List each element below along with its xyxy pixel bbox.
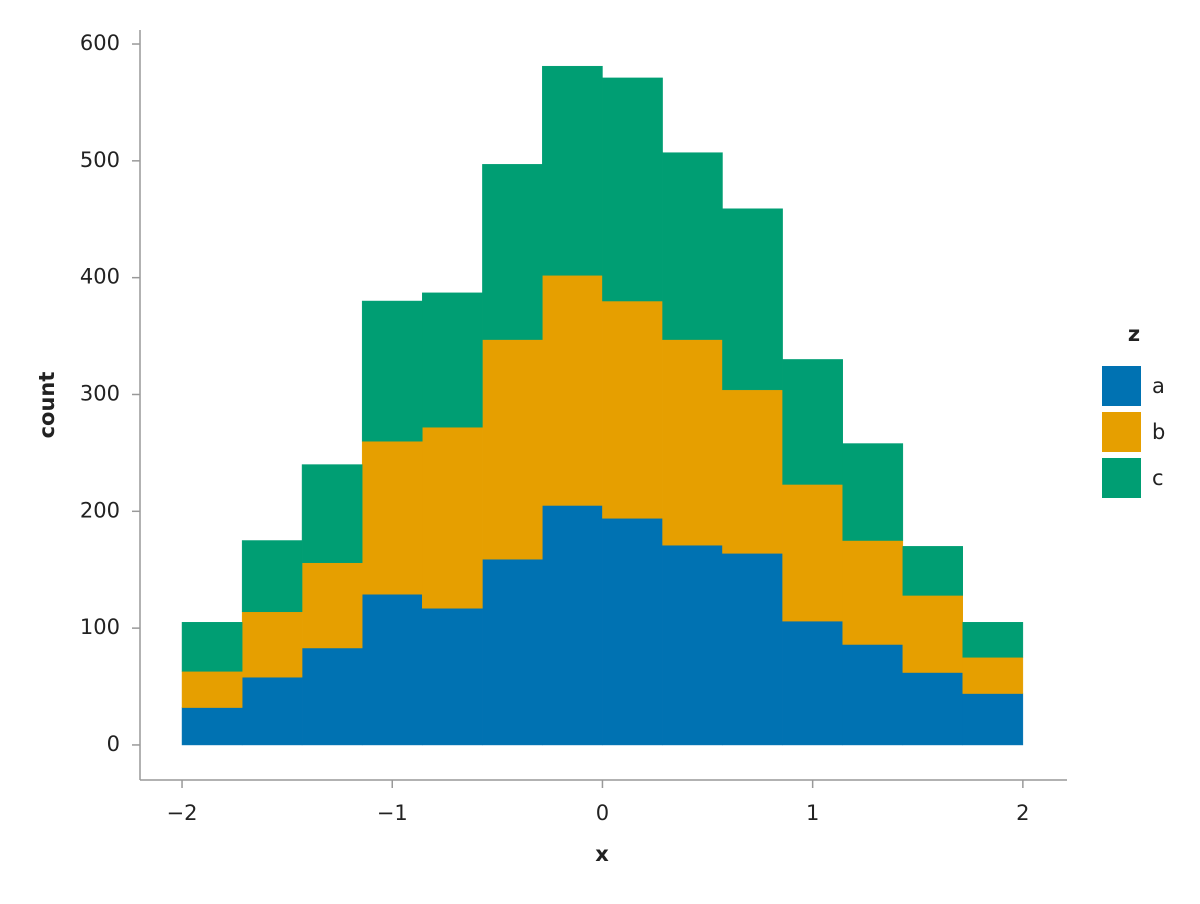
bar [181, 707, 243, 746]
bar [301, 562, 363, 649]
y-tick-label: 300 [80, 381, 120, 405]
bar [662, 339, 723, 546]
bar [902, 595, 963, 673]
x-tick-label: 0 [596, 801, 609, 825]
bar [422, 292, 483, 428]
bar [361, 300, 423, 442]
bar [422, 608, 483, 746]
bar [722, 389, 783, 554]
bar [422, 426, 483, 609]
bar [241, 540, 303, 613]
bar [842, 443, 904, 541]
x-tick-label: 1 [806, 801, 819, 825]
legend-swatch [1102, 412, 1141, 452]
bar [962, 693, 1024, 746]
bar [842, 540, 904, 645]
bar [902, 672, 963, 746]
legend-label: c [1152, 466, 1164, 490]
bar [181, 671, 243, 708]
bar [602, 300, 663, 519]
legend-label: b [1152, 420, 1165, 444]
bar [241, 676, 303, 746]
x-tick-label: −1 [377, 801, 408, 825]
bar [602, 77, 663, 302]
y-tick-label: 200 [80, 498, 120, 522]
bar [782, 620, 843, 746]
bar [542, 505, 603, 746]
legend-swatch [1102, 458, 1141, 498]
bar [602, 518, 663, 746]
bar [962, 622, 1024, 658]
bar [782, 359, 843, 485]
y-tick-label: 500 [80, 148, 120, 172]
bar [542, 275, 603, 506]
x-tick-label: −2 [167, 801, 198, 825]
bar [301, 647, 363, 746]
bar [482, 164, 543, 340]
bar [722, 553, 783, 746]
bar [722, 208, 783, 391]
bar [542, 65, 603, 276]
bar [662, 544, 723, 746]
bar [902, 546, 963, 596]
y-tick-label: 400 [80, 265, 120, 289]
bar [301, 464, 363, 563]
bar [842, 644, 904, 746]
legend-title: z [1128, 322, 1140, 346]
bar [361, 594, 423, 746]
y-tick-label: 600 [80, 31, 120, 55]
bar [482, 558, 543, 746]
bar [782, 484, 843, 622]
x-tick-label: 2 [1016, 801, 1029, 825]
x-axis-label: x [595, 842, 609, 866]
bar [482, 339, 543, 560]
y-tick-label: 100 [80, 615, 120, 639]
bar [662, 152, 723, 340]
bar [361, 440, 423, 595]
bar [181, 622, 243, 672]
bar [241, 611, 303, 678]
legend-label: a [1152, 374, 1165, 398]
legend-swatch [1102, 366, 1141, 406]
y-axis-label: count [35, 372, 59, 439]
y-tick-label: 0 [107, 732, 120, 756]
bar [962, 657, 1024, 694]
